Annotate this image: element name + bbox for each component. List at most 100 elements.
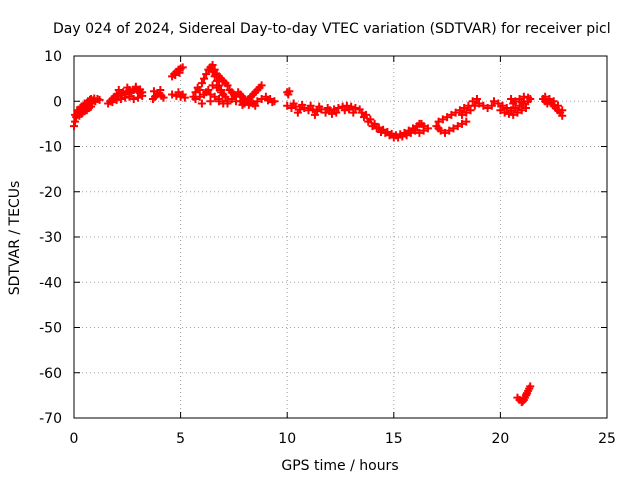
data-point xyxy=(513,108,522,117)
data-point xyxy=(522,390,531,399)
data-point xyxy=(415,119,424,128)
data-point xyxy=(149,87,158,96)
data-point xyxy=(490,97,499,106)
data-point xyxy=(87,102,96,111)
data-points xyxy=(70,61,567,407)
data-point xyxy=(460,104,469,113)
data-point xyxy=(95,95,104,104)
data-point xyxy=(479,101,488,110)
data-point xyxy=(351,104,360,113)
data-point xyxy=(321,108,330,117)
y-axis-label: SDTVAR / TECUs xyxy=(7,181,23,296)
data-point xyxy=(483,104,492,113)
x-tick-label: 15 xyxy=(385,431,403,447)
data-point xyxy=(298,100,307,109)
data-point xyxy=(123,83,132,92)
y-tick-label: -70 xyxy=(39,411,62,427)
data-point xyxy=(200,74,209,83)
data-point xyxy=(208,61,217,70)
data-point xyxy=(159,93,168,102)
data-point xyxy=(257,94,266,103)
data-point xyxy=(178,63,187,72)
data-point xyxy=(315,102,324,111)
data-point xyxy=(210,65,219,74)
y-tick-label: -60 xyxy=(39,366,62,382)
data-point xyxy=(253,97,262,106)
data-point xyxy=(334,104,343,113)
data-point xyxy=(195,92,204,101)
data-point xyxy=(436,126,445,135)
x-tick-label: 10 xyxy=(278,431,296,447)
data-point xyxy=(381,128,390,137)
data-point xyxy=(191,94,200,103)
data-point xyxy=(453,122,462,131)
data-point xyxy=(136,85,145,94)
data-point xyxy=(545,94,554,103)
data-point xyxy=(178,90,187,99)
data-point xyxy=(174,88,183,97)
data-point xyxy=(217,88,226,97)
data-point xyxy=(500,108,509,117)
y-tick-label: -10 xyxy=(39,140,62,156)
data-point xyxy=(419,122,428,131)
data-point xyxy=(129,94,138,103)
data-point xyxy=(114,85,123,94)
data-point xyxy=(221,92,230,101)
y-tick-label: 0 xyxy=(53,94,62,110)
data-point xyxy=(455,106,464,115)
data-point xyxy=(451,108,460,117)
y-tick-label: -50 xyxy=(39,321,62,337)
data-point xyxy=(71,117,80,126)
data-point xyxy=(289,99,298,108)
data-point xyxy=(553,101,562,110)
x-tick-label: 20 xyxy=(491,431,509,447)
data-point xyxy=(517,98,526,107)
data-point xyxy=(357,108,366,117)
data-point xyxy=(293,108,302,117)
data-point xyxy=(323,104,332,113)
data-point xyxy=(526,382,535,391)
data-point xyxy=(285,87,294,96)
axis-ticks: 0 5 10 15 20 25 10 0 -10 -20 -30 -40 -50 -60 -70 xyxy=(39,49,616,447)
data-point xyxy=(171,71,180,80)
data-point xyxy=(487,101,496,110)
data-point xyxy=(498,101,507,110)
data-point xyxy=(458,110,467,119)
data-point xyxy=(549,97,558,106)
data-point xyxy=(415,128,424,137)
data-point xyxy=(116,94,125,103)
data-point xyxy=(541,92,550,101)
data-point xyxy=(223,81,232,90)
x-axis-label: GPS time / hours xyxy=(281,458,398,474)
data-point xyxy=(458,119,467,128)
data-point xyxy=(191,88,200,97)
data-point xyxy=(502,104,511,113)
data-point xyxy=(509,110,518,119)
data-point xyxy=(214,97,223,106)
data-point xyxy=(197,99,206,108)
data-point xyxy=(494,99,503,108)
y-tick-label: -40 xyxy=(39,275,62,291)
data-point xyxy=(524,93,533,102)
data-point xyxy=(108,98,117,107)
data-point xyxy=(197,79,206,88)
data-point xyxy=(438,115,447,124)
data-point xyxy=(349,108,358,117)
data-point xyxy=(406,128,415,137)
data-point xyxy=(518,397,527,406)
data-point xyxy=(472,94,481,103)
data-point xyxy=(264,96,273,105)
data-point xyxy=(509,99,518,108)
data-point xyxy=(212,83,221,92)
data-point xyxy=(238,100,247,109)
data-point xyxy=(496,106,505,115)
y-tick-label: 10 xyxy=(44,49,62,65)
data-point xyxy=(521,104,530,113)
data-point xyxy=(310,110,319,119)
data-point xyxy=(257,81,266,90)
data-point xyxy=(440,128,449,137)
data-point xyxy=(206,97,215,106)
data-point xyxy=(445,126,454,135)
data-point xyxy=(345,105,354,114)
